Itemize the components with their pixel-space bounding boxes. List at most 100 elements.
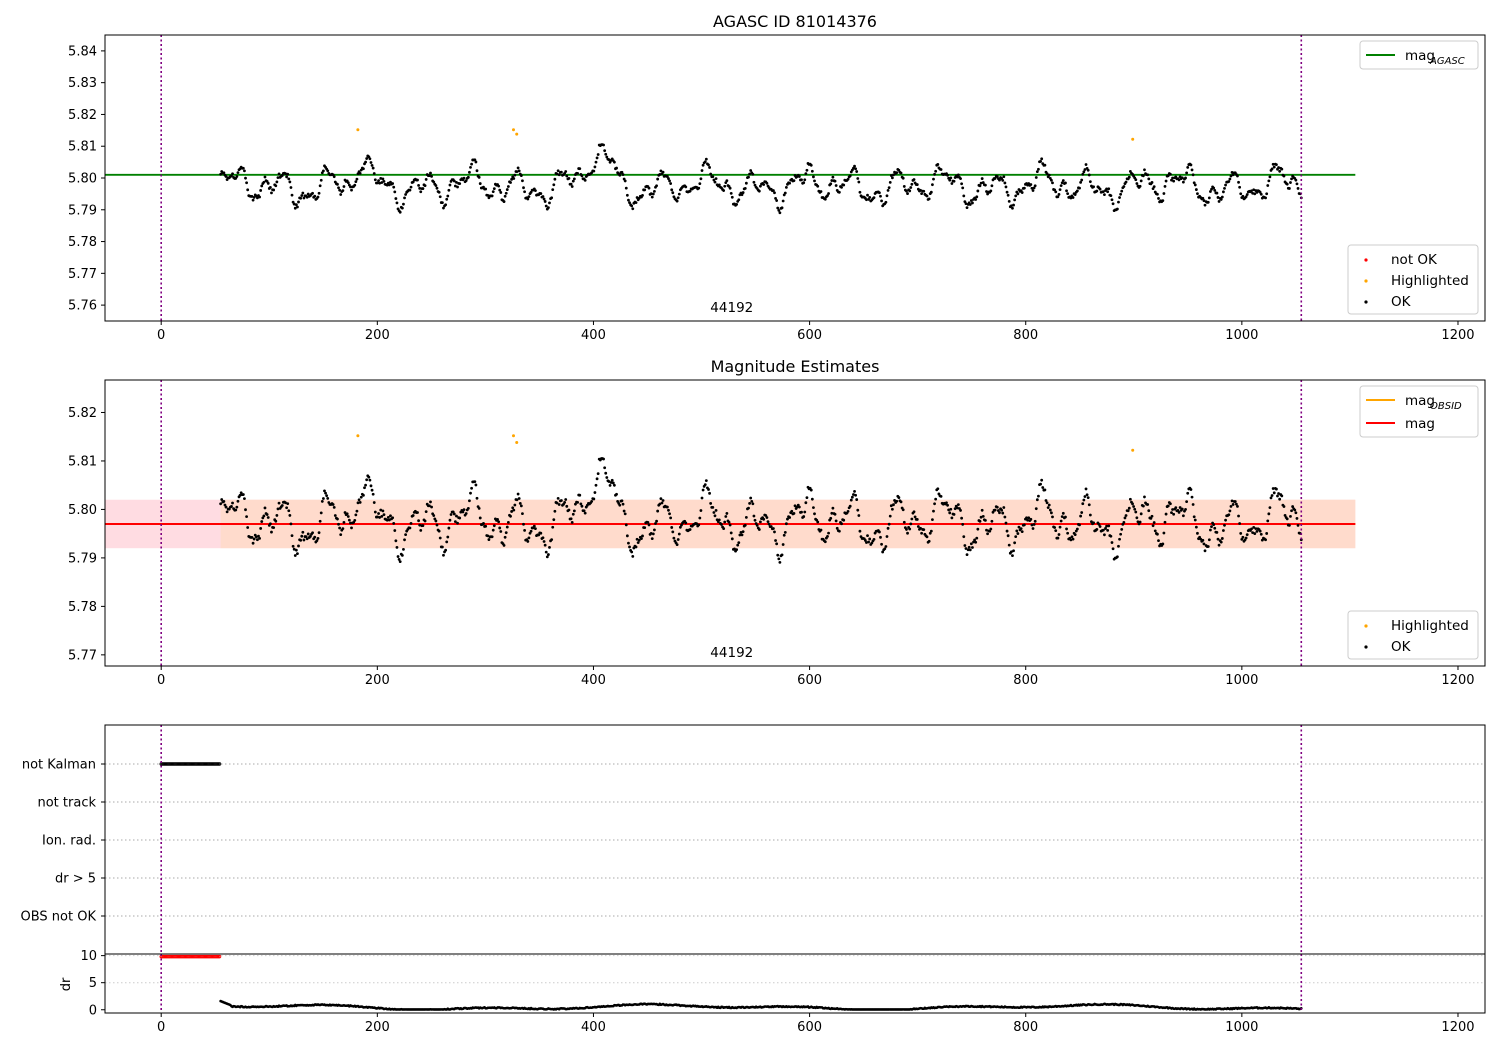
ok-point bbox=[416, 511, 419, 514]
ok-point bbox=[1060, 181, 1064, 185]
ok-point bbox=[1045, 501, 1049, 505]
ok-point bbox=[939, 168, 943, 171]
ok-point bbox=[532, 524, 536, 528]
ok-point bbox=[1213, 188, 1217, 192]
ok-point bbox=[1135, 182, 1139, 185]
ok-point bbox=[421, 524, 425, 527]
ok-point bbox=[965, 553, 969, 557]
ok-point bbox=[1014, 194, 1018, 198]
ok-point bbox=[523, 528, 526, 532]
ok-point bbox=[515, 498, 519, 502]
ok-point bbox=[1086, 168, 1090, 172]
ok-point bbox=[1064, 181, 1067, 185]
legend-label: Highlighted bbox=[1391, 273, 1469, 289]
ok-point bbox=[289, 522, 293, 526]
ok-point bbox=[381, 177, 385, 181]
ok-point bbox=[858, 529, 862, 533]
ok-point bbox=[316, 195, 320, 199]
ok-point bbox=[315, 539, 319, 543]
ok-point bbox=[948, 178, 952, 182]
ok-point bbox=[423, 184, 427, 187]
ok-point bbox=[854, 167, 858, 171]
ok-point bbox=[1031, 527, 1035, 530]
ok-point bbox=[291, 544, 295, 548]
ok-point bbox=[867, 540, 870, 544]
ok-point bbox=[753, 183, 757, 187]
ok-point bbox=[1162, 531, 1166, 535]
ok-point bbox=[1213, 526, 1217, 530]
ok-point bbox=[771, 527, 775, 530]
ok-point bbox=[354, 180, 358, 184]
ok-point bbox=[695, 522, 698, 526]
ok-point bbox=[1016, 192, 1020, 196]
ok-point bbox=[453, 184, 457, 188]
ok-point bbox=[1011, 554, 1014, 558]
ok-point bbox=[969, 199, 973, 202]
ok-point bbox=[468, 499, 471, 503]
ok-point bbox=[948, 511, 952, 515]
ok-point bbox=[993, 177, 997, 180]
ok-point bbox=[1136, 520, 1140, 524]
ok-point bbox=[834, 519, 838, 523]
ok-point bbox=[1192, 515, 1196, 519]
ok-point bbox=[727, 520, 731, 524]
ok-point bbox=[658, 173, 662, 176]
ok-point bbox=[491, 528, 495, 532]
ok-point bbox=[962, 194, 966, 198]
ok-point bbox=[1106, 190, 1110, 194]
ok-point bbox=[542, 197, 546, 201]
ok-point bbox=[960, 182, 964, 186]
ok-point bbox=[964, 547, 968, 550]
ok-point bbox=[285, 175, 289, 179]
ok-point bbox=[243, 169, 246, 173]
ok-point bbox=[338, 188, 342, 192]
ok-point bbox=[1082, 170, 1086, 174]
ok-point bbox=[880, 542, 883, 546]
ok-point bbox=[812, 175, 815, 179]
ok-point bbox=[834, 184, 838, 187]
ok-point bbox=[1241, 194, 1245, 198]
ok-point bbox=[677, 192, 681, 196]
ok-point bbox=[757, 528, 761, 531]
ok-point bbox=[1149, 516, 1153, 520]
obsid-annotation: 44192 bbox=[710, 300, 753, 316]
ok-point bbox=[365, 157, 369, 160]
ok-point bbox=[885, 194, 889, 198]
ok-point bbox=[905, 528, 908, 531]
ok-point bbox=[418, 186, 422, 190]
ok-point bbox=[1005, 529, 1009, 533]
ok-point bbox=[435, 186, 439, 190]
ok-point bbox=[393, 190, 397, 194]
ok-point bbox=[1166, 174, 1170, 178]
ok-point bbox=[1152, 521, 1156, 524]
ok-point bbox=[878, 530, 881, 534]
ok-point bbox=[717, 183, 721, 187]
ok-point bbox=[274, 519, 278, 523]
ok-point bbox=[386, 515, 390, 519]
ok-point bbox=[553, 509, 557, 513]
ok-point bbox=[651, 192, 655, 196]
ok-point bbox=[258, 536, 261, 540]
ok-point bbox=[1203, 549, 1207, 553]
ok-point bbox=[889, 174, 893, 177]
ok-point bbox=[1189, 488, 1193, 491]
ok-point bbox=[805, 168, 809, 172]
ok-point bbox=[1153, 529, 1157, 533]
ok-point bbox=[612, 483, 616, 487]
ok-point bbox=[960, 516, 964, 520]
ok-point bbox=[1007, 200, 1011, 203]
ok-point bbox=[615, 492, 618, 496]
ok-point bbox=[487, 538, 491, 541]
ok-point bbox=[1014, 535, 1018, 539]
ok-point bbox=[378, 181, 382, 185]
ok-point bbox=[1190, 168, 1194, 172]
ok-point bbox=[570, 185, 574, 188]
ok-point bbox=[711, 175, 715, 179]
ok-point bbox=[1238, 185, 1242, 189]
ok-point bbox=[781, 543, 785, 546]
ok-point bbox=[1139, 179, 1143, 183]
legend-label: not OK bbox=[1391, 252, 1438, 268]
ok-point bbox=[559, 499, 563, 502]
ok-point bbox=[858, 190, 862, 194]
